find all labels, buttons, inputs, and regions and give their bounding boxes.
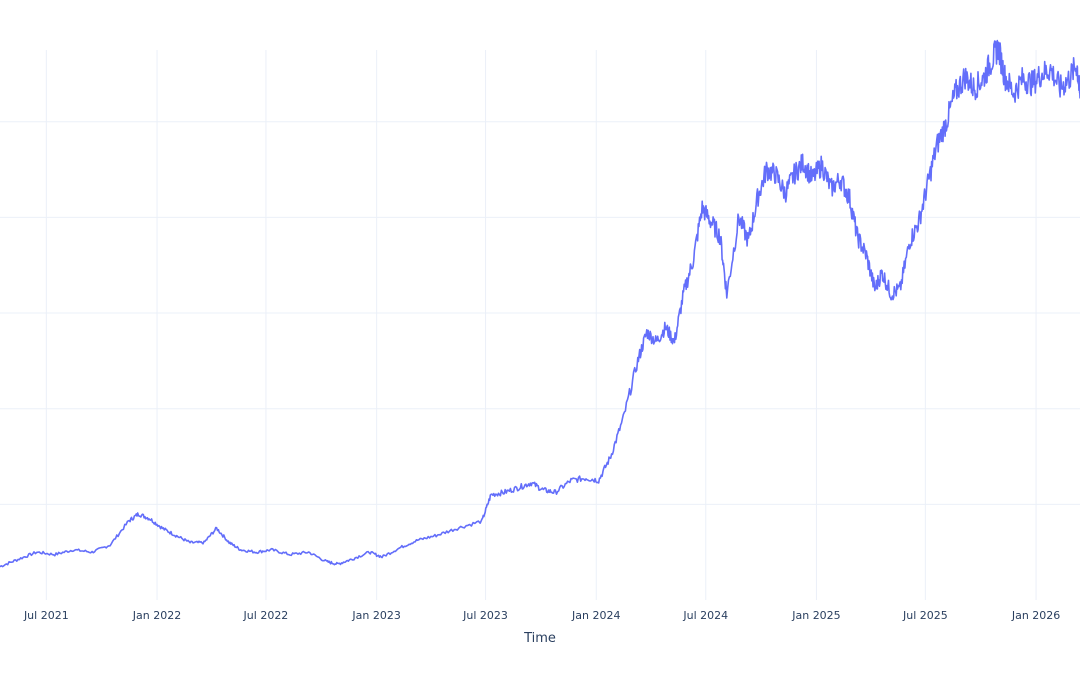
series-line	[0, 39, 1080, 568]
x-tick-label: Jan 2026	[1011, 609, 1060, 622]
x-tick-label: Jul 2022	[243, 609, 289, 622]
x-tick-label: Jan 2024	[571, 609, 620, 622]
x-tick-label: Jan 2023	[351, 609, 400, 622]
x-tick-label: Jul 2024	[682, 609, 728, 622]
x-tick-label: Jan 2022	[132, 609, 181, 622]
x-gridlines	[45, 50, 1037, 600]
x-axis-title: Time	[523, 631, 556, 646]
y-gridlines	[0, 121, 1080, 505]
x-tick-label: Jul 2023	[462, 609, 508, 622]
x-axis-ticks: Jul 2021 Jan 2022 Jul 2022 Jan 2023 Jul 2023…	[23, 609, 1060, 622]
plot-area	[0, 39, 1080, 568]
x-tick-label: Jan 2025	[791, 609, 840, 622]
x-tick-label: Jul 2021	[23, 609, 69, 622]
x-tick-label: Jul 2025	[902, 609, 948, 622]
